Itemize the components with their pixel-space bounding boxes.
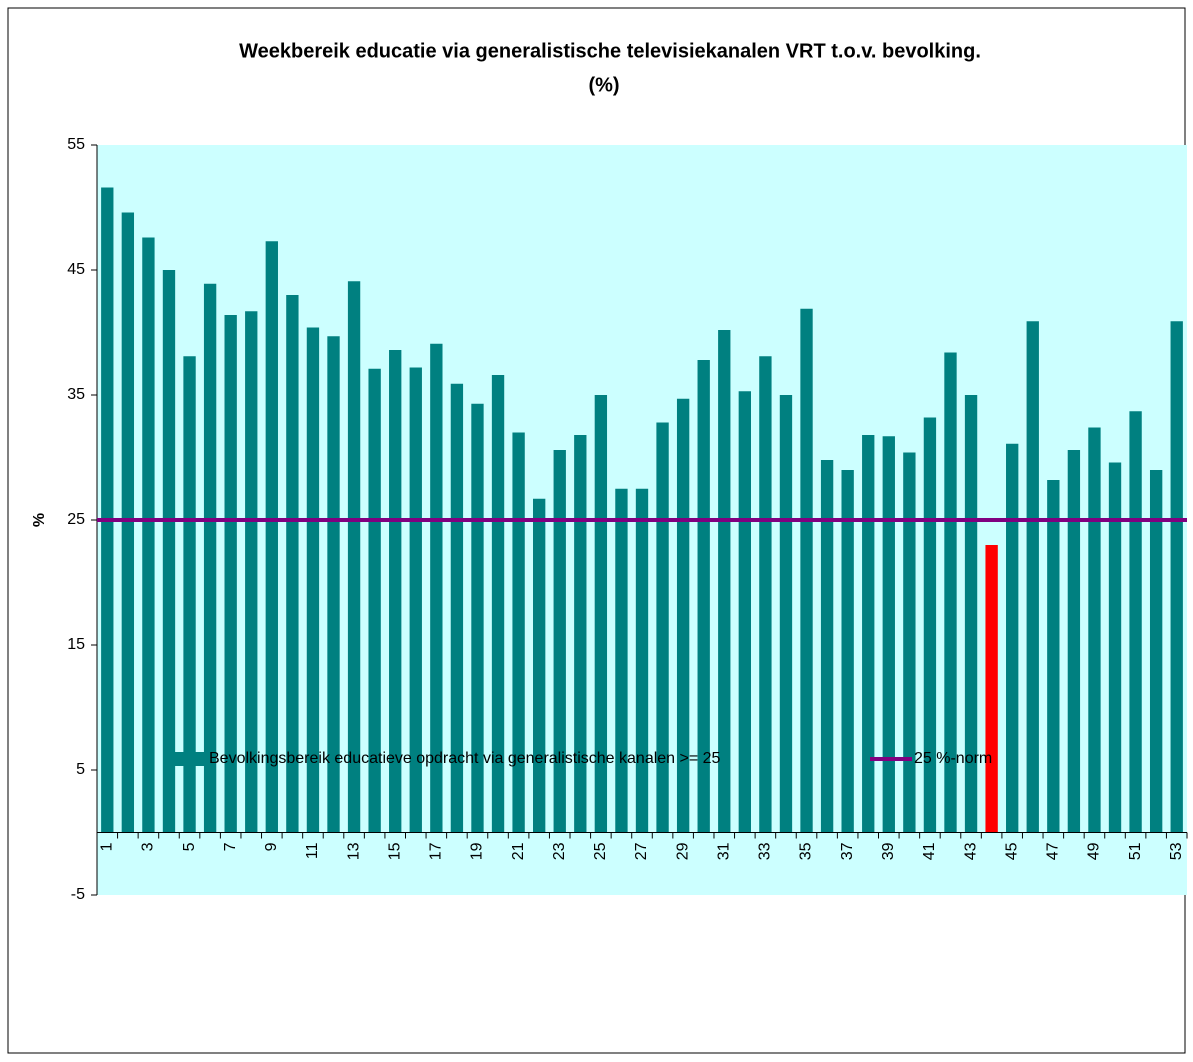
bar — [121, 212, 135, 833]
bar — [615, 488, 628, 833]
bar — [1088, 427, 1101, 833]
bar — [533, 498, 546, 833]
bar — [574, 435, 587, 833]
bar — [656, 422, 669, 833]
bar — [1108, 462, 1122, 833]
x-tick-label: 51 — [1127, 842, 1144, 860]
x-tick-label: 1 — [99, 842, 116, 851]
bar — [862, 435, 875, 833]
x-tick-label: 37 — [839, 842, 856, 860]
bar — [306, 327, 320, 833]
x-tick-label: 3 — [140, 842, 157, 851]
legend-swatch — [163, 752, 205, 766]
bar — [347, 281, 361, 833]
bar — [1170, 321, 1183, 833]
bar — [635, 488, 649, 833]
x-tick-label: 47 — [1045, 842, 1062, 860]
legend-label: Bevolkingsbereik educatieve opdracht via… — [209, 750, 721, 767]
bar — [327, 336, 340, 833]
x-tick-label: 29 — [674, 842, 691, 860]
bar — [162, 270, 176, 833]
bar — [903, 452, 916, 833]
x-tick-label: 53 — [1168, 842, 1185, 860]
bar — [779, 395, 793, 833]
x-tick-label: 7 — [222, 842, 239, 851]
y-tick-label: 15 — [67, 636, 85, 653]
bar — [923, 417, 937, 833]
bar — [800, 308, 813, 833]
bar — [450, 383, 464, 833]
x-tick-label: 9 — [263, 842, 280, 851]
bar — [1006, 443, 1019, 833]
x-tick-label: 21 — [510, 842, 527, 860]
y-tick-label: 35 — [67, 386, 85, 403]
x-tick-label: 25 — [592, 842, 609, 860]
bar — [512, 432, 525, 833]
legend-label: 25 %-norm — [914, 750, 992, 767]
x-tick-label: 35 — [798, 842, 815, 860]
bar — [265, 241, 278, 833]
x-tick-label: 5 — [181, 842, 198, 851]
bar — [183, 356, 196, 833]
y-tick-label: 55 — [67, 136, 85, 153]
bar — [491, 375, 505, 833]
x-tick-label: 27 — [633, 842, 650, 860]
bar — [409, 367, 422, 833]
bar — [203, 283, 217, 833]
bar — [142, 237, 155, 833]
bar — [759, 356, 772, 833]
bar — [389, 350, 402, 833]
x-tick-label: 11 — [304, 842, 321, 859]
bar — [224, 315, 237, 833]
chart-title: Weekbereik educatie via generalistische … — [239, 40, 981, 62]
bar — [245, 311, 258, 833]
bar — [1026, 321, 1039, 833]
bar — [1149, 470, 1163, 833]
bar — [1129, 411, 1142, 833]
x-tick-label: 43 — [962, 842, 979, 860]
bar — [101, 187, 114, 833]
bar — [964, 395, 978, 833]
x-tick-label: 41 — [921, 842, 938, 860]
bar — [841, 470, 854, 833]
x-tick-label: 49 — [1086, 842, 1103, 860]
y-tick-label: 45 — [67, 261, 85, 278]
x-tick-label: 39 — [880, 842, 897, 860]
chart-subtitle: (%) — [588, 74, 619, 96]
x-tick-label: 19 — [469, 842, 486, 860]
y-axis-label: % — [31, 513, 48, 527]
bar — [471, 403, 484, 833]
bar — [286, 295, 299, 833]
bar — [1047, 480, 1060, 833]
bar — [368, 368, 381, 833]
x-tick-label: 15 — [386, 842, 403, 860]
x-tick-label: 33 — [757, 842, 774, 860]
bar — [430, 343, 443, 833]
x-tick-label: 13 — [345, 842, 362, 860]
bar — [820, 460, 834, 833]
bar — [1067, 450, 1081, 833]
x-tick-label: 31 — [715, 842, 732, 860]
x-tick-label: 17 — [428, 842, 445, 860]
bar — [553, 450, 566, 833]
bar — [676, 398, 690, 833]
y-tick-label: 5 — [76, 761, 85, 778]
x-tick-label: 45 — [1003, 842, 1020, 860]
bar — [738, 391, 751, 833]
y-tick-label: 25 — [67, 511, 85, 528]
bar — [594, 395, 608, 833]
y-tick-label: -5 — [71, 886, 85, 903]
bar — [882, 436, 895, 833]
bar — [697, 360, 710, 833]
x-tick-label: 23 — [551, 842, 568, 860]
bar — [985, 545, 998, 833]
bar — [718, 330, 731, 833]
bar — [944, 352, 957, 833]
